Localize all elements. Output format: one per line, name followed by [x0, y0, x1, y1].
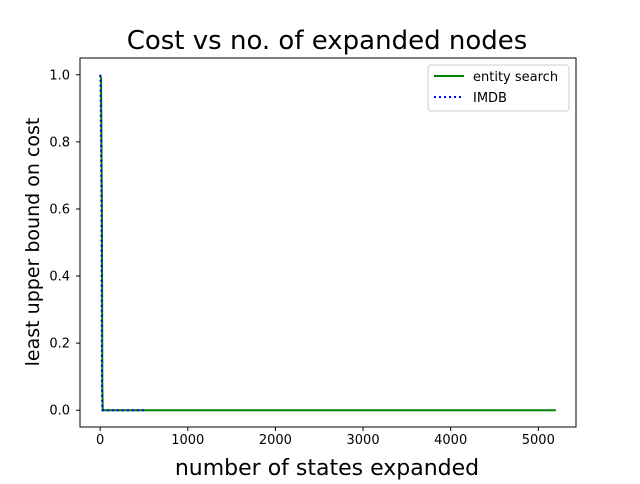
chart-title: Cost vs no. of expanded nodes — [127, 26, 528, 56]
y-tick-label: 0.2 — [49, 337, 70, 352]
legend-label-entity-search: entity search — [473, 70, 558, 85]
y-tick-label: 0.4 — [49, 270, 70, 285]
series-line-entity-search — [99, 74, 556, 412]
y-tick-label: 0.0 — [49, 404, 70, 419]
x-tick-label: 4000 — [434, 433, 467, 448]
legend-label-imdb: IMDB — [473, 91, 507, 106]
x-tick-label: 1000 — [171, 433, 204, 448]
x-tick-label: 2000 — [259, 433, 292, 448]
y-tick-label: 0.8 — [49, 135, 70, 150]
x-tick-label: 3000 — [347, 433, 380, 448]
x-tick-label: 5000 — [522, 433, 555, 448]
x-axis-label: number of states expanded — [175, 456, 479, 480]
y-tick-label: 0.6 — [49, 202, 70, 217]
plot-frame — [79, 57, 577, 428]
ticks-layer: 0 1000 2000 3000 4000 5000 0.0 0.2 0.4 0.6 0.8 1.0 — [49, 68, 555, 448]
y-axis-label: least upper bound on cost — [22, 118, 44, 367]
series-line-imdb — [99, 74, 144, 412]
x-tick-label: 0 — [96, 433, 104, 448]
legend: entity search IMDB — [427, 64, 570, 112]
y-tick-label: 1.0 — [49, 68, 70, 83]
series-layer — [99, 74, 556, 412]
